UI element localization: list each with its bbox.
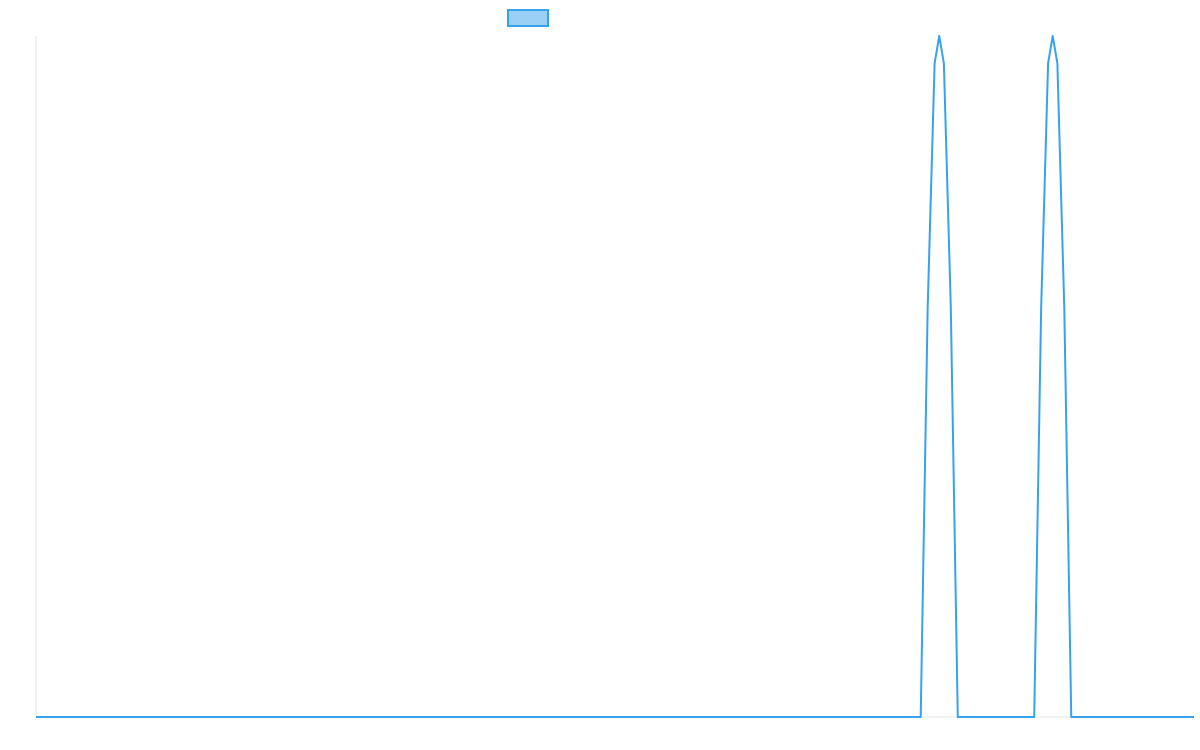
legend-swatch[interactable] bbox=[507, 9, 549, 27]
series-layer bbox=[36, 35, 1194, 718]
series-line-0 bbox=[36, 35, 1194, 718]
legend[interactable] bbox=[507, 9, 549, 27]
axes bbox=[35, 36, 1194, 718]
